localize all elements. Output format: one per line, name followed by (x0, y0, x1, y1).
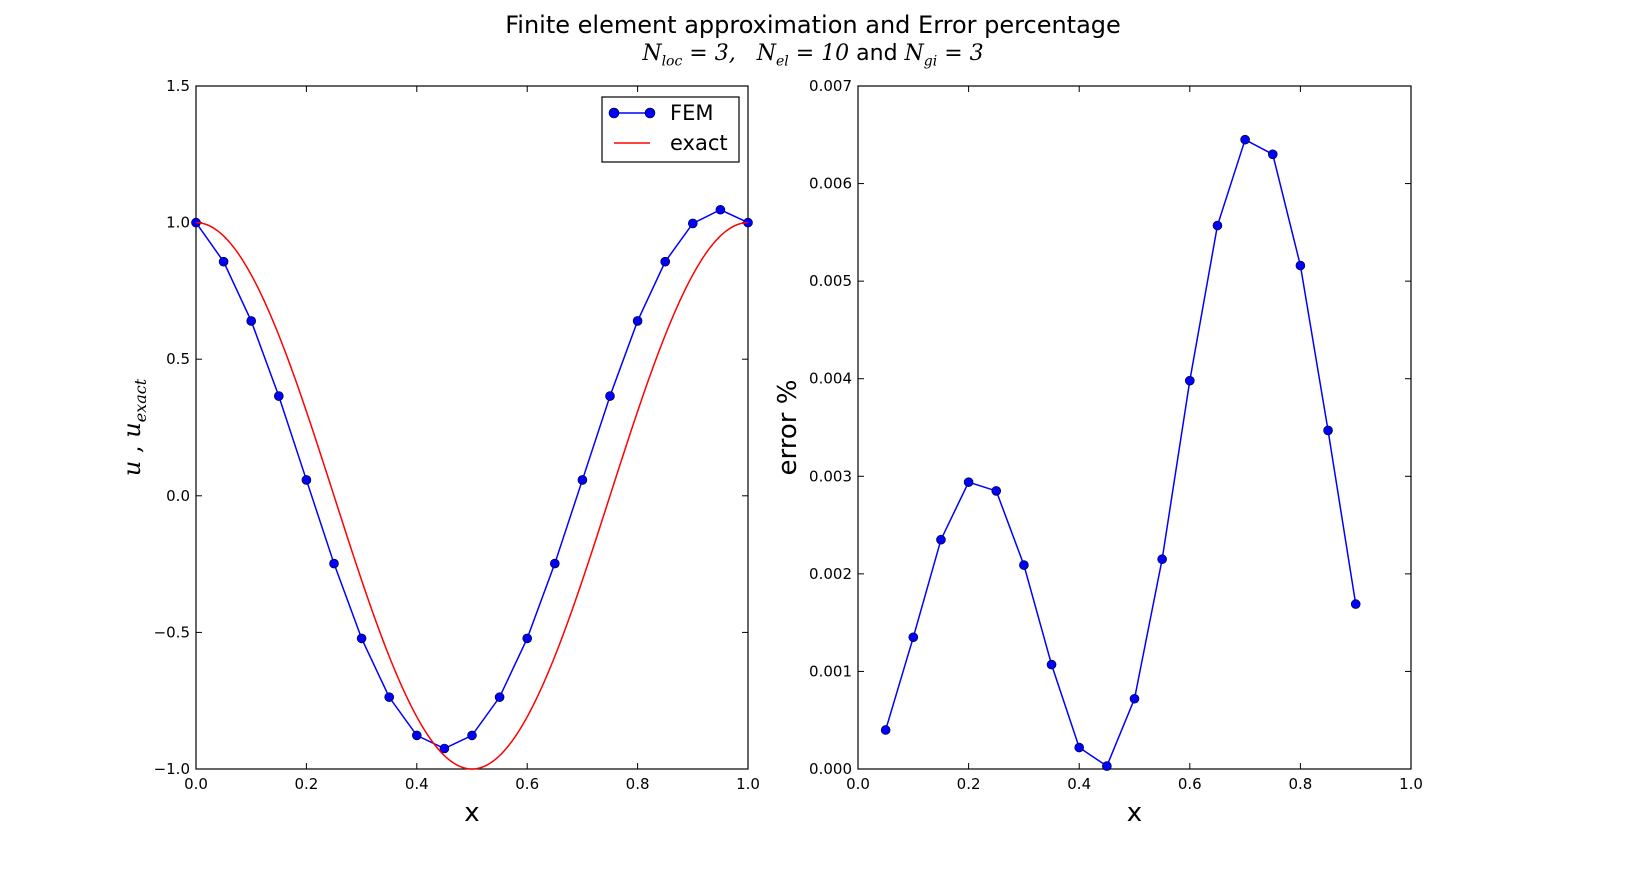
param-nloc: Nloc = 3, (642, 41, 736, 70)
error-data-point (1046, 659, 1057, 670)
ylabel-uexact: u (118, 422, 146, 437)
y-tick-label: 0.003 (809, 467, 852, 485)
y-tick-label: 0.002 (809, 565, 852, 583)
error-data-point (1185, 375, 1195, 386)
error-data-point (1129, 693, 1140, 704)
error-data-point (1240, 134, 1250, 145)
x-tick-label: 0.0 (184, 775, 208, 793)
fem-data-point (329, 558, 339, 569)
x-tick-label: 1.0 (1399, 775, 1423, 793)
exact-series-line (195, 221, 749, 770)
right-ticks (857, 85, 1412, 770)
error-data-point (880, 725, 891, 735)
x-tick-label: 0.4 (405, 775, 429, 793)
right-x-axis-label: x (1127, 798, 1142, 828)
error-data-point (991, 486, 1002, 496)
fem-data-point (301, 475, 312, 485)
error-data-point (1102, 761, 1112, 771)
x-tick-label: 0.8 (626, 775, 650, 793)
y-tick-label: 0.006 (809, 175, 852, 193)
error-data-point (1157, 554, 1167, 565)
legend-fem-marker (644, 107, 656, 119)
figure-title-block: Finite element approximation and Error p… (0, 10, 1626, 75)
error-data-point (936, 534, 946, 545)
error-data-point (1323, 425, 1333, 436)
fem-data-point (467, 730, 477, 741)
fem-data-point (687, 218, 698, 229)
x-tick-label: 0.6 (515, 775, 539, 793)
x-tick-label: 0.4 (1067, 775, 1091, 793)
y-tick-label: 0.005 (809, 272, 852, 290)
fem-data-point (218, 256, 229, 267)
ylabel-uexact-sub: exact (131, 378, 150, 422)
y-tick-label: 0.001 (809, 662, 852, 680)
y-tick-label: 0.5 (166, 350, 190, 368)
y-tick-label: 0.007 (809, 77, 852, 95)
y-tick-label: 0.000 (809, 760, 852, 778)
right-y-axis-label: error % (773, 380, 803, 476)
left-y-axis-label: u , uexact (118, 378, 150, 476)
left-plot-area (191, 204, 753, 770)
left-x-axis-label: x (464, 798, 479, 828)
error-data-point (1019, 560, 1029, 570)
error-data-point (1267, 149, 1278, 160)
fem-data-point (411, 730, 422, 741)
y-tick-label: −0.5 (154, 623, 190, 641)
ylabel-u: u (118, 461, 146, 476)
error-data-point (963, 477, 974, 487)
fem-data-point (439, 743, 450, 754)
fem-data-point (384, 692, 395, 702)
left-plot-frame (195, 85, 749, 770)
ylabel-sep: , (118, 438, 146, 461)
legend-box (601, 96, 740, 163)
legend-fem-label: FEM (670, 101, 713, 125)
subtitle-and: and (856, 41, 905, 66)
fem-data-point (632, 316, 643, 326)
fem-data-point (605, 391, 615, 401)
y-tick-label: 0.0 (166, 487, 190, 505)
legend: FEM exact (601, 96, 740, 163)
y-tick-label: 1.5 (166, 77, 190, 95)
figure-title: Finite element approximation and Error p… (505, 11, 1121, 39)
error-data-point (1295, 260, 1306, 271)
fem-data-point (246, 316, 256, 326)
x-tick-label: 0.6 (1178, 775, 1202, 793)
fem-approximation-panel: 0.0 0.2 0.4 0.6 0.8 1.0 −1.0 −0.5 0.0 0.5 1.0 1.5 x… (118, 77, 760, 828)
x-tick-label: 0.0 (846, 775, 870, 793)
legend-exact-label: exact (670, 131, 728, 155)
right-plot-area (880, 134, 1361, 771)
error-data-point (908, 632, 919, 643)
left-tick-labels: 0.0 0.2 0.4 0.6 0.8 1.0 −1.0 −0.5 0.0 0.5 1.0 1.5 (154, 77, 760, 793)
x-tick-label: 1.0 (736, 775, 760, 793)
right-tick-labels: 0.0 0.2 0.4 0.6 0.8 1.0 0.000 0.001 0.002 0.003 0.… (809, 77, 1423, 793)
error-data-point (1212, 220, 1223, 231)
error-data-point (1074, 742, 1084, 753)
x-tick-label: 0.2 (957, 775, 981, 793)
fem-data-point (715, 204, 726, 215)
param-nel: Nel = 10 (756, 41, 850, 70)
fem-data-point (660, 256, 671, 267)
figure-subtitle: Nloc = 3, Nel = 10 and Ngi = 3 (0, 40, 1626, 75)
legend-fem-marker (608, 107, 620, 119)
y-tick-label: 1.0 (166, 214, 190, 232)
x-tick-label: 0.8 (1288, 775, 1312, 793)
fem-data-point (577, 475, 588, 485)
param-ngi: Ngi = 3 (904, 41, 984, 70)
x-tick-label: 0.2 (294, 775, 318, 793)
fem-data-point (549, 558, 560, 569)
y-tick-label: 0.004 (809, 370, 852, 388)
fem-data-point (356, 633, 367, 644)
fem-data-point (522, 633, 533, 644)
error-series-line (884, 138, 1357, 768)
fem-data-point (494, 692, 505, 702)
error-data-point (1350, 599, 1361, 609)
error-percentage-panel: 0.0 0.2 0.4 0.6 0.8 1.0 0.000 0.001 0.002 0.003 0.… (773, 77, 1423, 828)
right-plot-frame (857, 85, 1412, 770)
fem-data-point (273, 391, 284, 401)
y-tick-label: −1.0 (154, 760, 190, 778)
